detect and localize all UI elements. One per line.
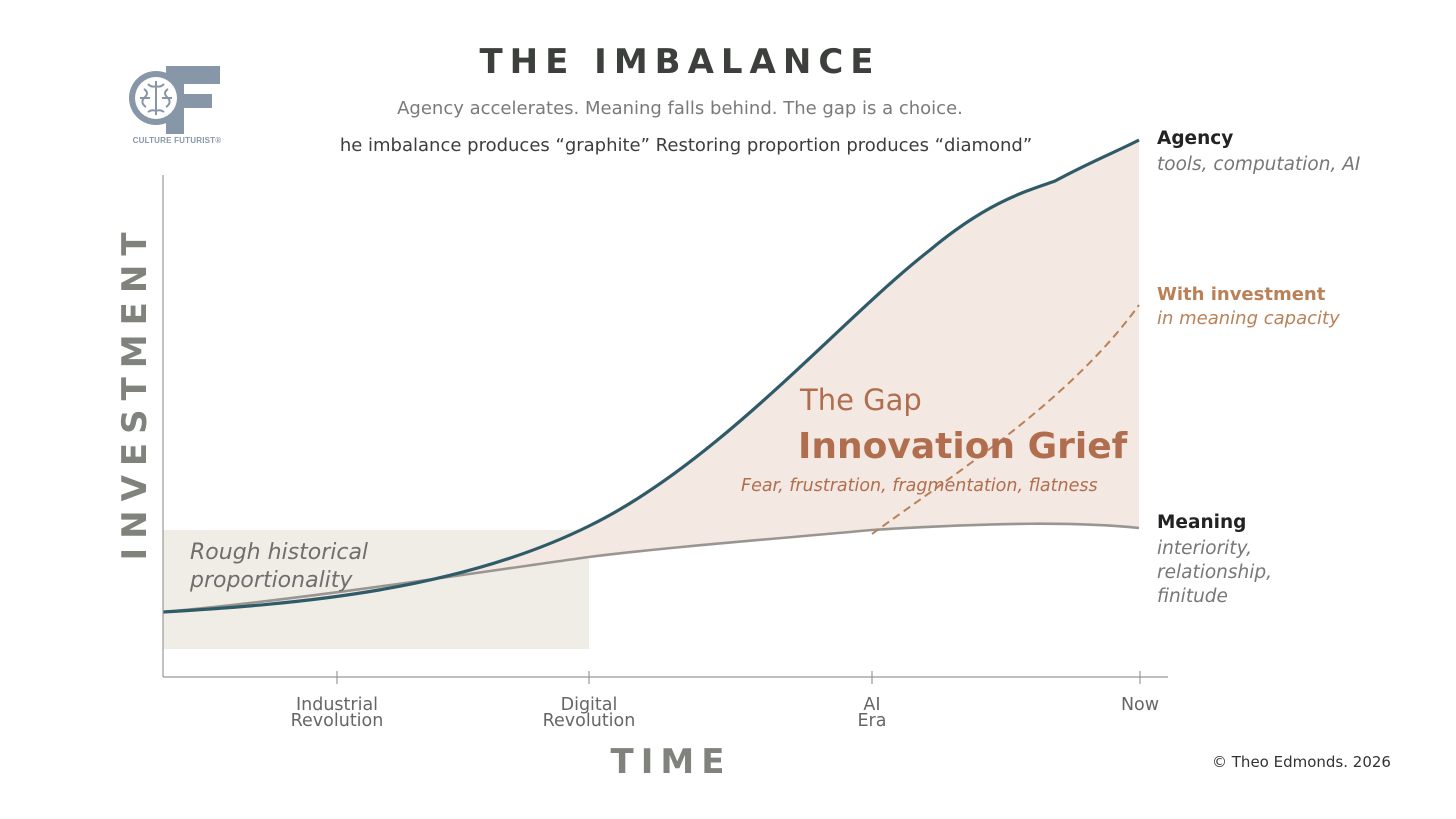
- x-tick-label-line: Digital: [561, 695, 618, 715]
- agency-curve: [162, 138, 1140, 614]
- gap-area: [163, 140, 1139, 612]
- investment-description: in meaning capacity: [1157, 308, 1340, 329]
- investment-description-line: in meaning capacity: [1157, 308, 1340, 329]
- meaning-description-line: finitude: [1157, 586, 1228, 607]
- gap-title: Innovation Grief: [798, 426, 1128, 467]
- historical-label: Rough historical proportionality: [189, 540, 368, 593]
- meaning-description-line: interiority,: [1157, 538, 1252, 559]
- agency-label: Agency: [1157, 128, 1233, 149]
- x-tick-label-line: Industrial: [296, 695, 378, 715]
- x-tick-label: Industrial Revolution: [291, 695, 384, 731]
- subline: he imbalance produces “graphite” Restori…: [339, 135, 1033, 156]
- agency-description: tools, computation, AI: [1157, 154, 1360, 175]
- subtitle: Agency accelerates. Meaning falls behind…: [397, 98, 963, 119]
- x-tick-label-line: Era: [858, 711, 887, 731]
- x-tick-label: AI Era: [858, 695, 887, 731]
- x-tick-label: Digital Revolution: [543, 695, 636, 731]
- y-axis-label: INVESTMENT: [115, 223, 155, 560]
- logo: [129, 66, 220, 134]
- meaning-description: interiority, relationship, finitude: [1157, 538, 1272, 607]
- x-tick-label-line: Revolution: [291, 711, 384, 731]
- agency-description-line: tools, computation, AI: [1157, 154, 1360, 175]
- investment-label: With investment: [1157, 284, 1326, 305]
- meaning-description-line: relationship,: [1157, 562, 1272, 583]
- x-tick-label: Now: [1121, 695, 1159, 715]
- page-title: THE IMBALANCE: [479, 42, 881, 82]
- investment-curve: [871, 304, 1140, 535]
- logo-letter-f: [166, 66, 220, 134]
- meaning-label: Meaning: [1157, 512, 1246, 533]
- meaning-curve: [162, 522, 1140, 614]
- logo-text: CULTURE FUTURIST®: [132, 136, 222, 145]
- historical-label-line: proportionality: [189, 568, 353, 593]
- x-tick-label-line: AI: [863, 695, 880, 715]
- gap-caption: Fear, frustration, fragmentation, flatne…: [741, 476, 1098, 496]
- x-tick-label-line: Revolution: [543, 711, 636, 731]
- gap-heading: The Gap: [799, 383, 922, 417]
- x-axis-label: TIME: [611, 742, 732, 782]
- x-tick-label-line: Now: [1121, 695, 1159, 715]
- historical-label-line: Rough historical: [190, 540, 368, 565]
- copyright: © Theo Edmonds. 2026: [1212, 753, 1391, 771]
